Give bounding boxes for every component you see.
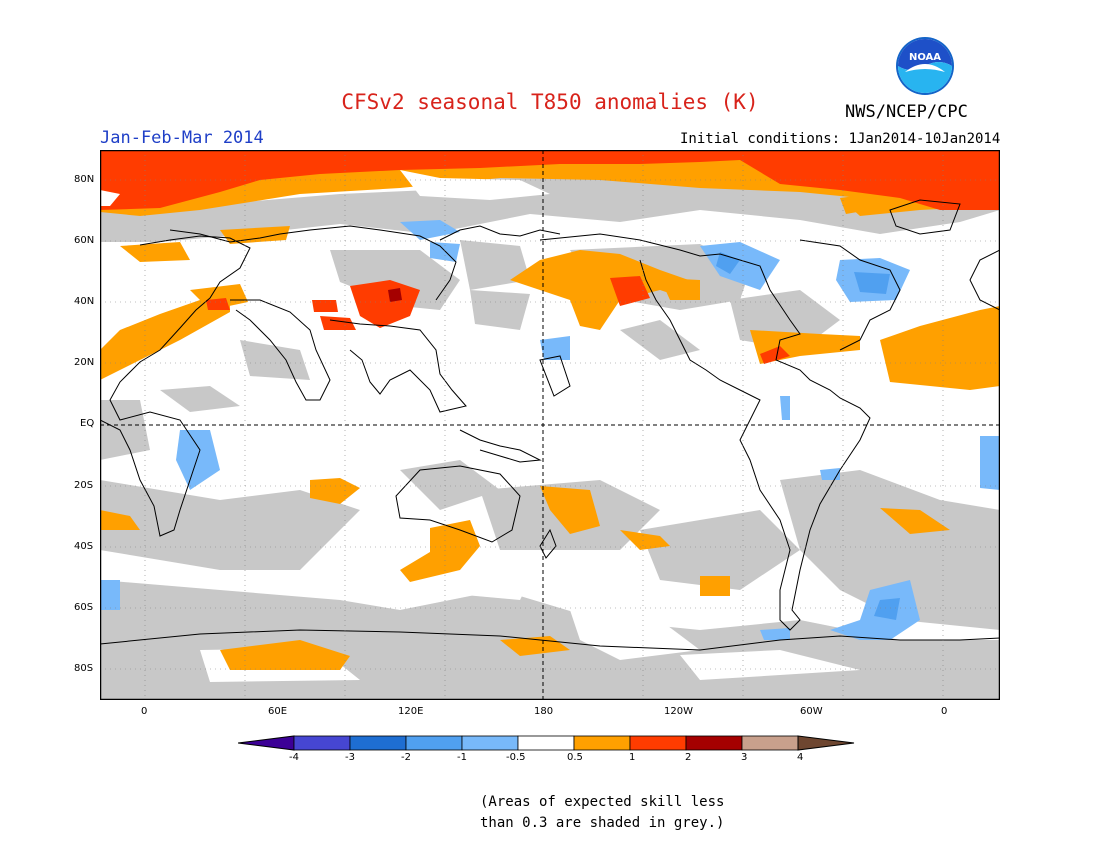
colorbar-segment bbox=[573, 735, 631, 751]
lon-label-0: 0 bbox=[141, 706, 148, 717]
lat-label-20n: 20N bbox=[74, 357, 95, 368]
colorbar-segment bbox=[293, 735, 351, 751]
lat-label-60n: 60N bbox=[74, 235, 95, 246]
lat-label-eq: EQ bbox=[80, 418, 95, 429]
season-label: Jan-Feb-Mar 2014 bbox=[100, 128, 264, 148]
lon-label-60e: 60E bbox=[268, 706, 288, 717]
colorbar-segment bbox=[349, 735, 407, 751]
initial-conditions-label: Initial conditions: 1Jan2014-10Jan2014 bbox=[680, 131, 1001, 147]
lat-label-20s: 20S bbox=[74, 480, 94, 491]
graticule bbox=[100, 150, 1000, 700]
colorbar-arrow-high bbox=[797, 735, 855, 751]
colorbar-label-neg4: -4 bbox=[289, 752, 299, 763]
map-title: CFSv2 seasonal T850 anomalies (K) bbox=[341, 90, 759, 114]
colorbar-label-neg1: -1 bbox=[457, 752, 467, 763]
skill-note-line-1: (Areas of expected skill less bbox=[480, 794, 725, 810]
colorbar-label-1: 1 bbox=[629, 752, 636, 763]
svg-text:NOAA: NOAA bbox=[909, 52, 941, 63]
anomaly-map bbox=[100, 150, 1000, 700]
colorbar-segment bbox=[741, 735, 799, 751]
coastlines bbox=[100, 199, 1000, 690]
colorbar-label-4: 4 bbox=[797, 752, 804, 763]
colorbar-segment bbox=[461, 735, 519, 751]
lon-label-60w: 60W bbox=[800, 706, 823, 717]
lat-label-80s: 80S bbox=[74, 663, 94, 674]
lon-label-120e: 120E bbox=[398, 706, 424, 717]
colorbar-segment bbox=[685, 735, 743, 751]
colorbar-label-3: 3 bbox=[741, 752, 748, 763]
colorbar-label-neg2: -2 bbox=[401, 752, 411, 763]
lon-label-180: 180 bbox=[534, 706, 554, 717]
map-frame bbox=[100, 150, 1000, 700]
colorbar-arrow-low bbox=[238, 735, 295, 751]
strong-warm-anomaly-areas bbox=[100, 150, 1000, 364]
colorbar-segment bbox=[517, 735, 575, 751]
colorbar-label-neg05: -0.5 bbox=[506, 752, 526, 763]
organization-label: NWS/NCEP/CPC bbox=[845, 102, 968, 122]
lat-label-40s: 40S bbox=[74, 541, 94, 552]
lat-label-40n: 40N bbox=[74, 296, 95, 307]
colorbar-label-05: 0.5 bbox=[567, 752, 583, 763]
lon-label-120w: 120W bbox=[664, 706, 693, 717]
colorbar-label-neg3: -3 bbox=[345, 752, 355, 763]
colorbar-segment bbox=[405, 735, 463, 751]
very-strong-warm-anomaly-areas bbox=[388, 288, 402, 302]
colorbar-label-2: 2 bbox=[685, 752, 692, 763]
skill-note: (Areas of expected skill less than 0.3 a… bbox=[480, 792, 724, 834]
lat-label-60s: 60S bbox=[74, 602, 94, 613]
noaa-logo-icon: NOAA bbox=[896, 37, 954, 95]
colorbar-segments bbox=[238, 735, 855, 751]
colorbar-segment bbox=[629, 735, 687, 751]
colorbar bbox=[238, 735, 855, 751]
lon-label-0-right: 0 bbox=[941, 706, 948, 717]
lat-label-80n: 80N bbox=[74, 174, 95, 185]
skill-note-line-2: than 0.3 are shaded in grey.) bbox=[480, 815, 725, 831]
